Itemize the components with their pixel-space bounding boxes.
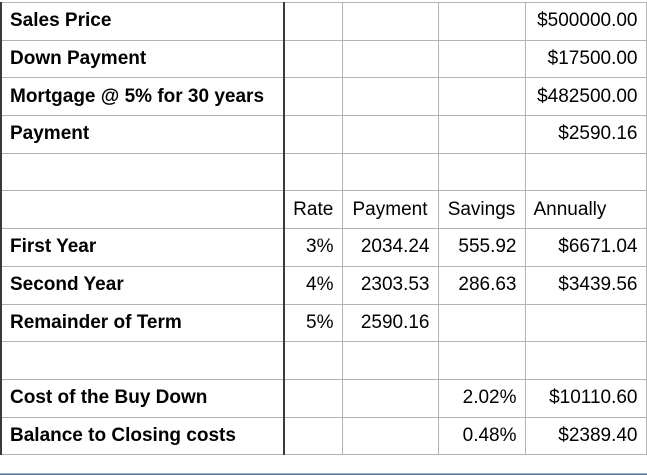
table-row-remainder: Remainder of Term 5% 2590.16: [0, 303, 647, 343]
table-row-spacer: [0, 152, 647, 192]
cell-sales-price-label[interactable]: Sales Price: [0, 2, 285, 41]
cell-sales-price-amount[interactable]: $500000.00: [524, 2, 647, 41]
cell-empty[interactable]: [0, 190, 285, 230]
cell-empty[interactable]: [341, 378, 439, 418]
cell-empty[interactable]: [341, 77, 439, 117]
cell-empty[interactable]: [437, 341, 526, 380]
column-header-savings[interactable]: Savings: [437, 190, 526, 230]
cell-payment-label[interactable]: Payment: [0, 115, 285, 154]
cell-empty[interactable]: [283, 152, 343, 192]
cell-first-year-savings[interactable]: 555.92: [437, 228, 526, 267]
cell-empty[interactable]: [0, 341, 285, 380]
cell-remainder-rate[interactable]: 5%: [283, 303, 343, 343]
cell-remainder-savings[interactable]: [437, 303, 526, 343]
cell-cost-buydown-percent[interactable]: 2.02%: [437, 378, 526, 418]
cell-empty[interactable]: [0, 152, 285, 192]
table-row-mortgage: Mortgage @ 5% for 30 years $482500.00: [0, 77, 647, 117]
cell-first-year-payment[interactable]: 2034.24: [341, 228, 439, 267]
cell-second-year-label[interactable]: Second Year: [0, 265, 285, 305]
cell-empty[interactable]: [283, 2, 343, 41]
table-row-balance-closing: Balance to Closing costs 0.48% $2389.40: [0, 416, 647, 456]
cell-mortgage-label[interactable]: Mortgage @ 5% for 30 years: [0, 77, 285, 117]
table-row-spacer: [0, 341, 647, 380]
cell-cost-buydown-label[interactable]: Cost of the Buy Down: [0, 378, 285, 418]
cell-first-year-label[interactable]: First Year: [0, 228, 285, 267]
cell-mortgage-amount[interactable]: $482500.00: [524, 77, 647, 117]
mortgage-buydown-table: Sales Price $500000.00 Down Payment $175…: [0, 2, 647, 456]
cell-empty[interactable]: [283, 341, 343, 380]
cell-remainder-annually[interactable]: [524, 303, 647, 343]
cell-empty[interactable]: [524, 152, 647, 192]
table-row-sales-price: Sales Price $500000.00: [0, 2, 647, 41]
cell-payment-amount[interactable]: $2590.16: [524, 115, 647, 154]
cell-balance-closing-amount[interactable]: $2389.40: [524, 416, 647, 456]
column-header-payment[interactable]: Payment: [341, 190, 439, 230]
table-row-payment: Payment $2590.16: [0, 115, 647, 154]
column-header-annually[interactable]: Annually: [524, 190, 647, 230]
table-row-first-year: First Year 3% 2034.24 555.92 $6671.04: [0, 228, 647, 267]
cell-empty[interactable]: [283, 39, 343, 79]
cell-empty[interactable]: [341, 152, 439, 192]
cell-first-year-rate[interactable]: 3%: [283, 228, 343, 267]
cell-second-year-annually[interactable]: $3439.56: [524, 265, 647, 305]
cell-remainder-payment[interactable]: 2590.16: [341, 303, 439, 343]
cell-empty[interactable]: [341, 39, 439, 79]
table-row-second-year: Second Year 4% 2303.53 286.63 $3439.56: [0, 265, 647, 305]
cell-second-year-rate[interactable]: 4%: [283, 265, 343, 305]
cell-cost-buydown-amount[interactable]: $10110.60: [524, 378, 647, 418]
cell-down-payment-label[interactable]: Down Payment: [0, 39, 285, 79]
table-row-down-payment: Down Payment $17500.00: [0, 39, 647, 79]
table-row-schedule-header: Rate Payment Savings Annually: [0, 190, 647, 230]
cell-down-payment-amount[interactable]: $17500.00: [524, 39, 647, 79]
cell-empty[interactable]: [341, 341, 439, 380]
window-bottom-edge: [0, 472, 647, 475]
table-row-cost-of-buydown: Cost of the Buy Down 2.02% $10110.60: [0, 378, 647, 418]
cell-empty[interactable]: [283, 416, 343, 456]
cell-empty[interactable]: [341, 416, 439, 456]
cell-empty[interactable]: [341, 2, 439, 41]
cell-empty[interactable]: [437, 115, 526, 154]
cell-balance-closing-percent[interactable]: 0.48%: [437, 416, 526, 456]
cell-empty[interactable]: [341, 115, 439, 154]
cell-empty[interactable]: [437, 2, 526, 41]
column-header-rate[interactable]: Rate: [283, 190, 343, 230]
cell-balance-closing-label[interactable]: Balance to Closing costs: [0, 416, 285, 456]
cell-second-year-payment[interactable]: 2303.53: [341, 265, 439, 305]
cell-empty[interactable]: [437, 77, 526, 117]
cell-remainder-label[interactable]: Remainder of Term: [0, 303, 285, 343]
cell-empty[interactable]: [524, 341, 647, 380]
cell-first-year-annually[interactable]: $6671.04: [524, 228, 647, 267]
cell-empty[interactable]: [283, 378, 343, 418]
cell-empty[interactable]: [283, 115, 343, 154]
cell-empty[interactable]: [283, 77, 343, 117]
cell-second-year-savings[interactable]: 286.63: [437, 265, 526, 305]
cell-empty[interactable]: [437, 152, 526, 192]
cell-empty[interactable]: [437, 39, 526, 79]
